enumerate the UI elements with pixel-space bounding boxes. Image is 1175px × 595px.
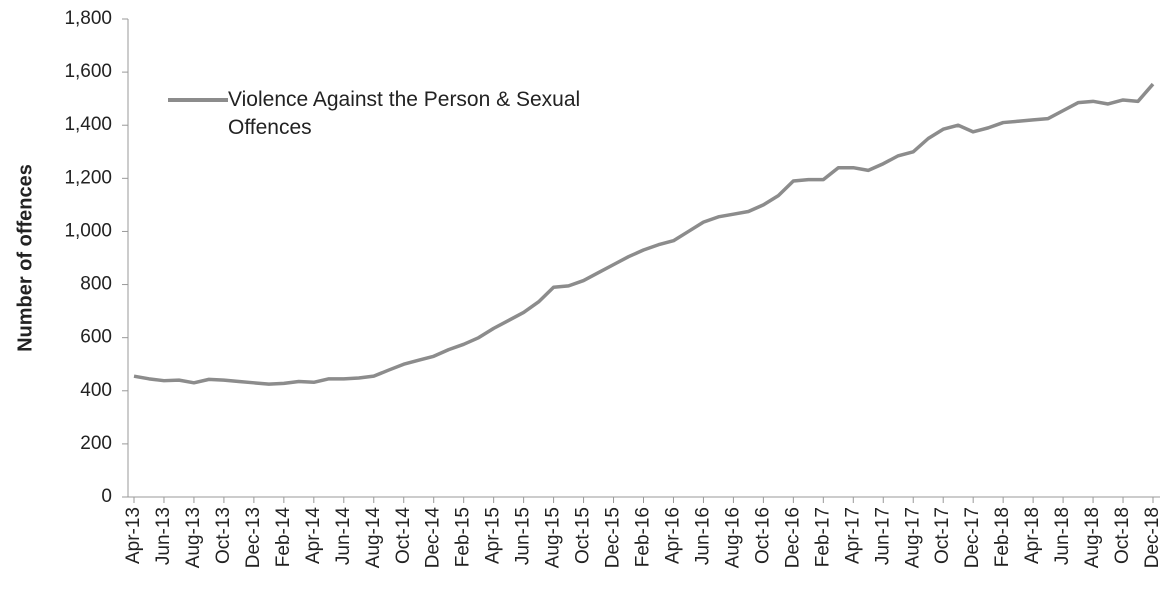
x-tick-label: Jun-13: [153, 507, 174, 565]
x-tick-label: Aug-16: [722, 507, 743, 568]
x-tick-label: Apr-17: [842, 507, 863, 564]
y-tick-label: 1,400: [64, 114, 112, 135]
x-tick-label: Feb-17: [812, 507, 833, 567]
x-tick-label: Jun-15: [513, 507, 534, 565]
x-tick-label: Aug-17: [902, 507, 923, 568]
x-tick-label: Aug-15: [543, 507, 564, 568]
x-tick-label: Feb-18: [992, 507, 1013, 567]
x-tick-label: Dec-14: [423, 507, 444, 569]
x-tick-label: Jun-16: [692, 507, 713, 565]
x-tick-label: Oct-16: [752, 507, 773, 564]
x-tick-label: Aug-18: [1082, 507, 1103, 568]
y-tick-label: 1,600: [64, 61, 112, 82]
x-tick-label: Apr-13: [123, 507, 144, 564]
legend-swatch: [168, 98, 228, 102]
legend: Violence Against the Person & Sexual Off…: [168, 86, 608, 142]
x-tick-label: Apr-14: [303, 507, 324, 564]
x-tick-label: Apr-15: [483, 507, 504, 564]
x-tick-label: Oct-15: [573, 507, 594, 564]
legend-label: Violence Against the Person & Sexual Off…: [228, 88, 581, 139]
series-line: [133, 82, 1155, 386]
y-tick-label: 1,800: [64, 8, 112, 29]
y-axis-label: Number of offences: [14, 164, 36, 352]
x-tick-label: Aug-13: [183, 507, 204, 568]
x-tick-label: Oct-14: [393, 507, 414, 564]
x-tick-label: Feb-15: [453, 507, 474, 567]
x-tick-label: Feb-14: [273, 507, 294, 568]
y-tick-label: 200: [80, 433, 112, 454]
y-tick-label: 0: [101, 486, 112, 507]
x-tick-label: Oct-17: [932, 507, 953, 564]
x-tick-label: Apr-18: [1022, 507, 1043, 564]
y-tick-label: 1,000: [64, 220, 112, 241]
y-tick-label: 400: [80, 380, 112, 401]
x-tick-label: Feb-16: [633, 507, 654, 567]
x-tick-label: Apr-16: [662, 507, 683, 564]
x-tick-label: Jun-14: [333, 507, 354, 566]
x-tick-label: Dec-18: [1142, 507, 1163, 568]
x-tick-label: Jun-17: [872, 507, 893, 565]
y-tick-label: 600: [80, 327, 112, 348]
x-tick-label: Dec-16: [782, 507, 803, 568]
x-tick-label: Dec-17: [962, 507, 983, 568]
x-tick-label: Oct-18: [1112, 507, 1133, 564]
x-tick-label: Jun-18: [1052, 507, 1073, 565]
x-tick-label: Dec-13: [243, 507, 264, 568]
y-tick-label: 1,200: [64, 167, 112, 188]
x-tick-label: Dec-15: [603, 507, 624, 568]
x-tick-label: Aug-14: [363, 507, 384, 569]
x-tick-label: Oct-13: [213, 507, 234, 564]
y-tick-label: 800: [80, 274, 112, 295]
